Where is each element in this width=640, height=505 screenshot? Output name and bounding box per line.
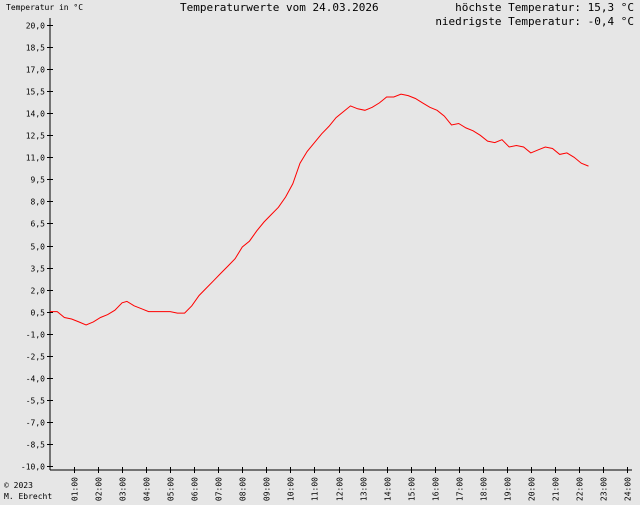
y-tick-label: 2,0 xyxy=(31,287,46,296)
x-tick-label: 03:00 xyxy=(119,477,128,501)
temperature-line xyxy=(50,93,589,326)
y-tick-label: -10,0 xyxy=(21,463,45,472)
x-axis-ticks: 01:00 02:00 03:00 04:00 05:00 06:00 07:00 08:00… xyxy=(71,467,633,501)
x-tick-label: 13:00 xyxy=(360,477,369,501)
y-tick-label: 5,0 xyxy=(31,243,46,252)
y-tick-label: 8,0 xyxy=(31,198,46,207)
x-tick-label: 14:00 xyxy=(384,477,393,501)
y-tick-label: 9,5 xyxy=(31,176,46,185)
x-tick-label: 23:00 xyxy=(600,477,609,501)
y-tick-label: 12,5 xyxy=(26,132,45,141)
y-tick-label: -1,0 xyxy=(26,331,45,340)
author-text: M. Ebrecht xyxy=(4,492,53,501)
y-axis-ticks: -10,0 -8,5 -7,0 -5,5 -4,0 -2,5 -1,0 0,5 2,0 3,5 5,… xyxy=(21,22,53,472)
y-tick-label: 17,0 xyxy=(26,66,45,75)
x-tick-label: 01:00 xyxy=(71,477,80,501)
y-tick-label: 0,5 xyxy=(31,309,46,318)
y-tick-label: 14,0 xyxy=(26,110,45,119)
y-tick-label: -8,5 xyxy=(26,441,45,450)
x-tick-label: 06:00 xyxy=(191,477,200,501)
y-tick-label: 20,0 xyxy=(26,22,45,31)
x-tick-label: 10:00 xyxy=(287,477,296,501)
y-tick-label: -5,5 xyxy=(26,397,45,406)
x-tick-label: 21:00 xyxy=(552,477,561,501)
x-tick-label: 18:00 xyxy=(480,477,489,501)
y-tick-label: 6,5 xyxy=(31,220,46,229)
y-tick-label: -7,0 xyxy=(26,419,45,428)
x-tick-label: 17:00 xyxy=(456,477,465,501)
y-tick-label: 11,0 xyxy=(26,154,45,163)
chart-axes xyxy=(49,18,632,471)
y-axis-label: Temperatur in °C xyxy=(6,3,84,12)
x-tick-label: 19:00 xyxy=(504,477,513,501)
min-temperature-value: -0,4 °C xyxy=(587,15,634,28)
x-tick-label: 09:00 xyxy=(263,477,272,501)
y-tick-label: -2,5 xyxy=(26,353,45,362)
y-tick-label: 3,5 xyxy=(31,265,46,274)
x-tick-label: 22:00 xyxy=(576,477,585,501)
min-temperature-label: niedrigste Temperatur: xyxy=(435,15,582,28)
max-temperature-label: höchste Temperatur: xyxy=(455,1,582,14)
max-temperature: höchste Temperatur: 15,3 °C xyxy=(455,1,634,14)
x-tick-label: 02:00 xyxy=(95,477,104,501)
y-tick-label: -4,0 xyxy=(26,375,45,384)
copyright-text: © 2023 xyxy=(4,481,33,490)
x-tick-label: 12:00 xyxy=(336,477,345,501)
x-tick-label: 20:00 xyxy=(528,477,537,501)
chart-title: Temperaturwerte vom 24.03.2026 xyxy=(180,1,379,14)
min-temperature: niedrigste Temperatur: -0,4 °C xyxy=(435,15,634,28)
series-group xyxy=(50,93,589,326)
x-tick-label: 08:00 xyxy=(239,477,248,501)
x-tick-label: 04:00 xyxy=(143,477,152,501)
x-tick-label: 15:00 xyxy=(408,477,417,501)
max-temperature-value: 15,3 °C xyxy=(587,1,634,14)
y-tick-label: 18,5 xyxy=(26,44,45,53)
x-tick-label: 11:00 xyxy=(311,477,320,501)
y-tick-label: 15,5 xyxy=(26,88,45,97)
x-tick-label: 07:00 xyxy=(215,477,224,501)
x-tick-label: 05:00 xyxy=(167,477,176,501)
x-tick-label: 16:00 xyxy=(432,477,441,501)
x-tick-label: 24:00 xyxy=(624,477,633,501)
